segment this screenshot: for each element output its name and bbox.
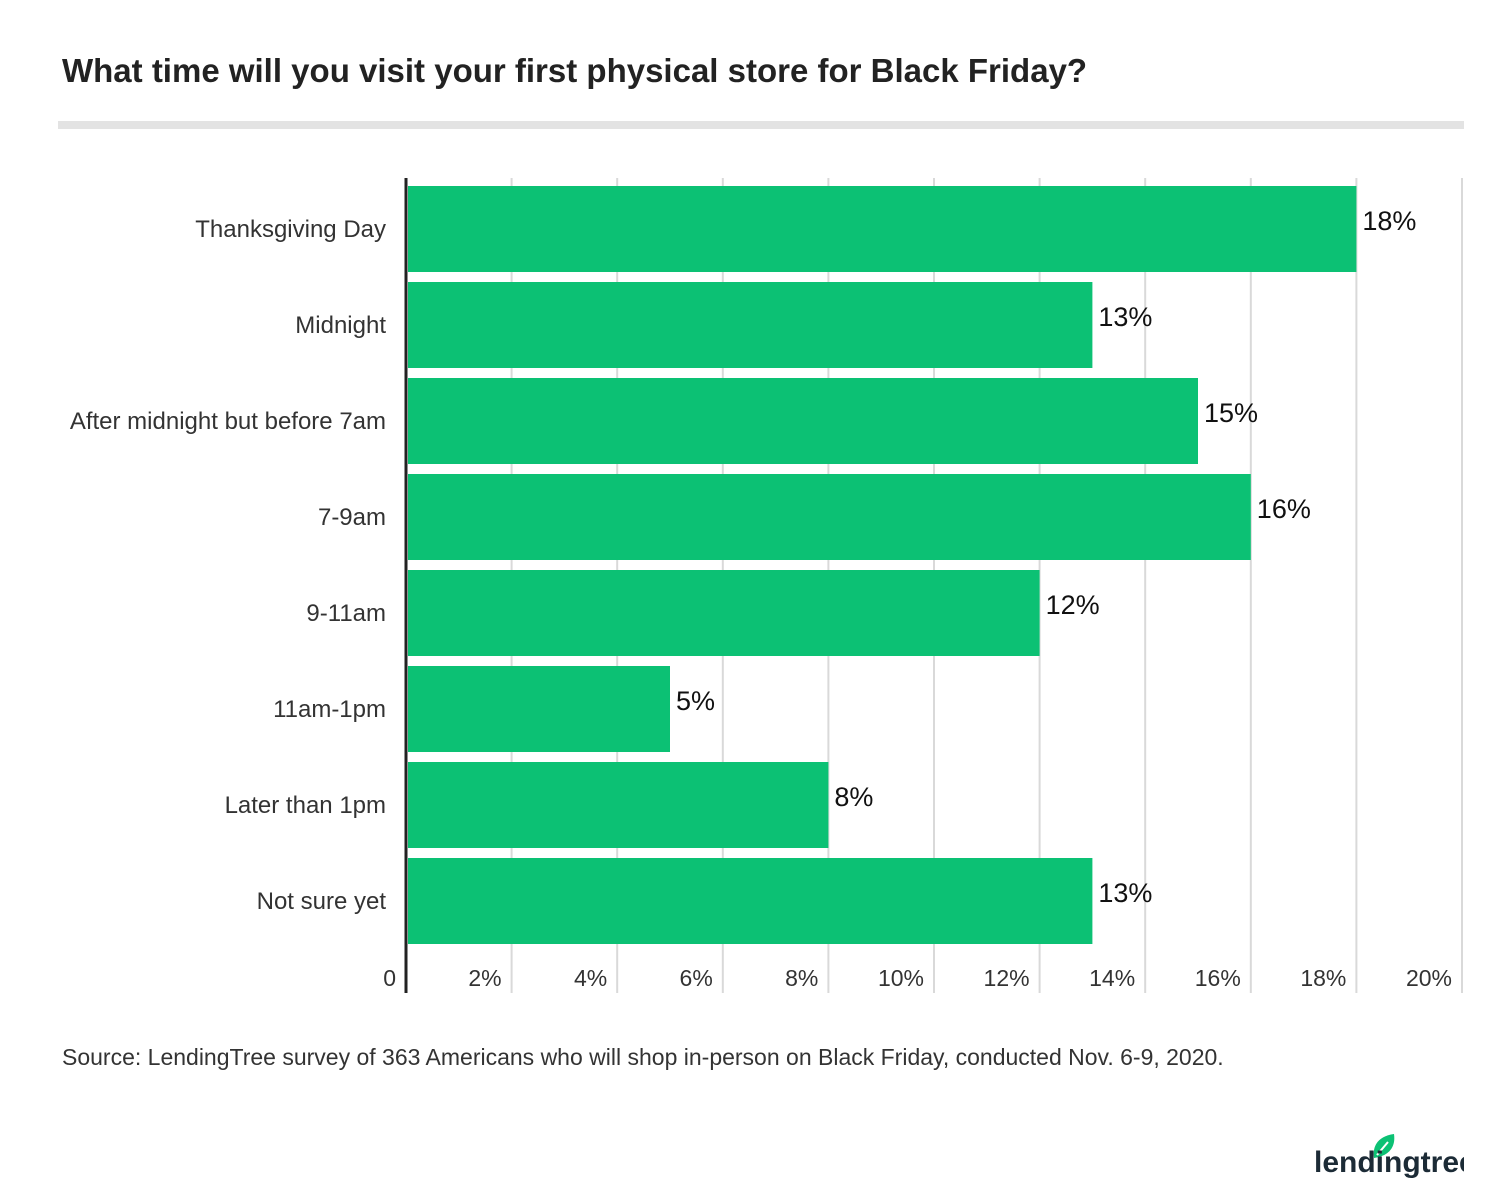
x-tick-label: 0 — [383, 965, 396, 991]
x-tick-label: 2% — [468, 965, 501, 991]
category-label: Midnight — [295, 312, 386, 339]
x-tick-label: 14% — [1089, 965, 1135, 991]
bar — [408, 282, 1093, 368]
title-divider — [58, 121, 1464, 129]
bar — [408, 858, 1093, 944]
data-label: 13% — [1098, 302, 1152, 332]
x-tick-label: 12% — [984, 965, 1030, 991]
bar — [408, 570, 1040, 656]
lendingtree-logo: lendingtree — [1314, 1134, 1464, 1178]
category-label: Not sure yet — [257, 888, 387, 915]
bar — [408, 186, 1357, 272]
x-tick-label: 18% — [1300, 965, 1346, 991]
bar — [408, 666, 670, 752]
logo-text: lendingtree — [1314, 1146, 1464, 1178]
bar — [408, 378, 1198, 464]
data-label: 15% — [1204, 398, 1258, 428]
category-label: After midnight but before 7am — [70, 408, 386, 435]
chart-title: What time will you visit your first phys… — [62, 52, 1088, 89]
x-tick-label: 6% — [680, 965, 713, 991]
bar — [408, 474, 1251, 560]
x-tick-label: 20% — [1406, 965, 1452, 991]
category-label: 9-11am — [306, 600, 386, 627]
category-label: 7-9am — [318, 504, 386, 531]
source-note: Source: LendingTree survey of 363 Americ… — [62, 1044, 1224, 1070]
data-label: 18% — [1362, 206, 1416, 236]
category-label: Thanksgiving Day — [195, 216, 386, 243]
x-tick-label: 16% — [1195, 965, 1241, 991]
x-tick-label: 10% — [878, 965, 924, 991]
x-tick-label: 4% — [574, 965, 607, 991]
bar — [408, 762, 829, 848]
data-label: 8% — [834, 782, 873, 812]
data-label: 13% — [1098, 878, 1152, 908]
category-label: Later than 1pm — [225, 792, 386, 819]
data-label: 12% — [1046, 590, 1100, 620]
x-tick-label: 8% — [785, 965, 818, 991]
category-label: 11am-1pm — [273, 696, 386, 723]
data-label: 5% — [676, 686, 715, 716]
data-label: 16% — [1257, 494, 1311, 524]
bar-chart: 0 2% 4% 6% 8% 10% 12% 14% 16% 18% 20% Thanksgiving … — [70, 178, 1463, 993]
